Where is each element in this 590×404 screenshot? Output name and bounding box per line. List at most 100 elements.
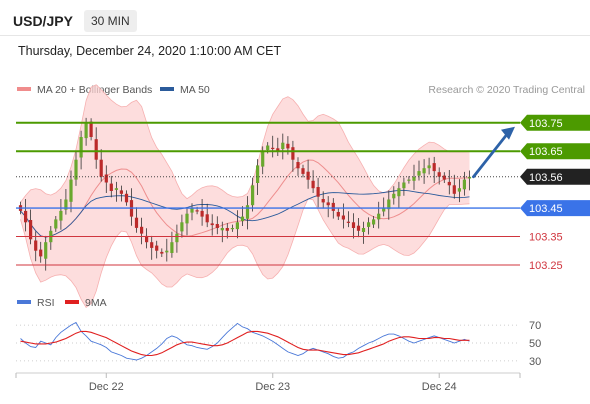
legend-ma50-label: MA 50 [180,84,210,96]
candle [437,167,441,185]
candle-body [427,165,431,169]
candle [200,199,204,226]
candle-body [266,145,270,150]
candle [99,149,103,182]
ma50-line [20,189,470,238]
candle-body [155,245,159,251]
candle-body [442,175,446,180]
chart-header: USD/JPY 30 MIN [0,0,590,44]
level-tag-103.56: 103.56 [520,168,590,185]
level-label-103.35: 103.35 [529,232,563,244]
candle [351,213,356,239]
x-axis: Dec 22 Dec 23 Dec 24 [15,373,521,393]
candle-body [134,217,139,228]
candle [185,207,189,236]
candle [422,159,426,184]
candle-body [145,235,149,243]
candle-body [361,228,366,232]
candle-body [94,139,98,160]
candle-body [397,188,401,197]
candle [467,170,472,191]
candle-body [346,221,350,223]
candle-body [301,168,305,174]
candle [336,208,340,220]
candle-body [225,228,229,231]
candle-body [39,249,43,257]
candle-body [140,226,144,234]
candle-body [382,208,386,212]
candle [291,140,295,172]
candle-body [457,188,461,192]
candle [145,228,149,249]
candle [316,177,320,208]
candle [54,216,58,232]
candle [74,152,78,186]
legend-swatch-ma50 [160,87,174,91]
candle [392,186,396,205]
candle [271,135,275,158]
candle-body [336,212,340,217]
candle [251,177,255,212]
candle-body [437,172,441,177]
legend-swatch-ma20 [17,87,31,91]
candle [39,241,43,263]
candle [356,218,361,238]
candle [432,156,436,183]
candle [452,174,456,199]
candle-body [286,143,290,149]
candle [134,207,139,233]
candle [140,217,144,245]
candle [311,170,315,193]
candle-body [44,242,48,259]
candle-body [356,225,361,231]
candle-body [114,188,118,190]
candle [180,214,184,238]
candle [256,159,260,195]
forecast-arrow-head [501,126,515,140]
candle [94,127,98,169]
candle-body [210,223,214,226]
candle [109,175,113,198]
candle [377,201,381,229]
legend-rsi-label: RSI [37,297,55,309]
candle-body [412,176,416,181]
candle-body [150,242,154,248]
level-tag-shape [520,114,590,131]
candle-body [281,142,285,149]
legend-9ma-label: 9MA [85,297,107,309]
candle-body [407,179,411,181]
candle [220,221,224,243]
candle-body [220,228,224,231]
candle-body [59,210,63,221]
candle-body [467,176,472,179]
candle [326,196,330,218]
candle-body [175,233,179,243]
candle-body [276,148,280,152]
chart-datetime: Thursday, December 24, 2020 1:10:00 AM C… [18,44,282,58]
timeframe-badge[interactable]: 30 MIN [84,10,137,32]
candle [387,190,391,220]
candle-body [79,137,83,158]
candle [361,221,366,244]
candle-body [447,181,451,186]
candle [124,190,129,206]
candle-body [170,242,174,253]
candle-body [74,159,78,180]
candle-body [341,215,345,220]
candle [29,209,33,245]
candle-body [240,216,245,222]
candle-body [195,210,199,212]
candle-body [316,187,320,197]
candle-body [160,251,164,254]
candle-body [321,199,325,203]
candle-body [235,222,239,230]
candle [442,172,446,183]
candle [372,216,376,228]
candle [462,171,466,196]
candle-body [69,179,73,202]
candle [427,157,431,175]
candle-body [200,210,204,217]
candle-body [387,199,391,210]
